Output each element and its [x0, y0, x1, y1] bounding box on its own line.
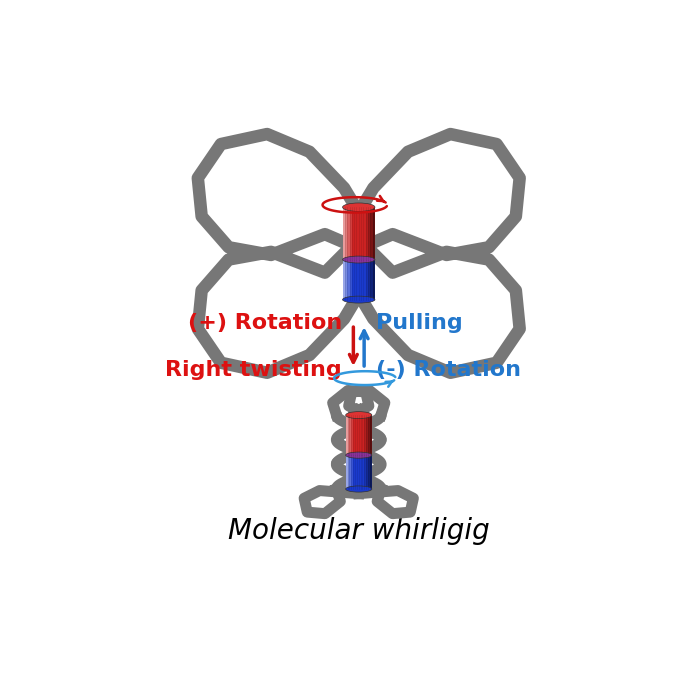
Bar	[370, 415, 372, 455]
Bar	[345, 207, 347, 260]
Bar	[358, 455, 361, 489]
Bar	[342, 260, 375, 300]
Bar	[347, 207, 349, 260]
Ellipse shape	[346, 452, 372, 458]
Bar	[347, 455, 349, 489]
Bar	[363, 260, 365, 300]
Ellipse shape	[346, 412, 372, 419]
Ellipse shape	[342, 203, 375, 211]
Bar	[345, 260, 347, 300]
Bar	[351, 415, 353, 455]
Bar	[342, 207, 345, 260]
Ellipse shape	[346, 486, 372, 492]
Bar	[357, 455, 358, 489]
Bar	[366, 455, 368, 489]
Bar	[356, 260, 358, 300]
Bar	[366, 415, 368, 455]
Bar	[355, 415, 357, 455]
Bar	[361, 260, 363, 300]
Bar	[365, 207, 368, 260]
Bar	[365, 260, 368, 300]
Bar	[353, 415, 355, 455]
Bar	[346, 455, 372, 489]
Ellipse shape	[342, 256, 375, 263]
Bar	[356, 207, 358, 260]
Bar	[365, 415, 366, 455]
Bar	[360, 415, 363, 455]
Bar	[368, 207, 370, 260]
Bar	[349, 260, 352, 300]
Bar	[361, 207, 363, 260]
Bar	[347, 260, 349, 300]
Bar	[363, 207, 365, 260]
Bar	[349, 207, 352, 260]
Bar	[360, 455, 363, 489]
Bar	[368, 415, 370, 455]
Bar	[353, 455, 355, 489]
Bar	[352, 207, 354, 260]
Bar	[363, 455, 365, 489]
Bar	[349, 455, 351, 489]
Bar	[347, 415, 349, 455]
Bar	[354, 207, 356, 260]
Bar	[370, 207, 372, 260]
Bar	[368, 455, 370, 489]
Text: Right twisting: Right twisting	[165, 360, 342, 380]
Bar	[342, 260, 345, 300]
Ellipse shape	[342, 296, 375, 303]
Bar	[358, 207, 361, 260]
Bar	[351, 455, 353, 489]
Text: (+) Rotation: (+) Rotation	[188, 313, 342, 332]
Bar	[363, 415, 365, 455]
Bar	[352, 260, 354, 300]
Text: Pulling: Pulling	[376, 313, 463, 332]
Bar	[346, 415, 347, 455]
Bar	[370, 455, 372, 489]
Bar	[346, 415, 372, 455]
Bar	[368, 260, 370, 300]
Bar	[372, 207, 375, 260]
Bar	[372, 260, 375, 300]
Bar	[349, 415, 351, 455]
Bar	[355, 455, 357, 489]
Text: Molecular whirligig: Molecular whirligig	[228, 517, 489, 545]
Bar	[370, 260, 372, 300]
Bar	[346, 455, 347, 489]
Bar	[365, 455, 366, 489]
Bar	[342, 207, 375, 260]
Bar	[358, 260, 361, 300]
Bar	[357, 415, 358, 455]
Bar	[354, 260, 356, 300]
Bar	[358, 415, 361, 455]
Text: (-) Rotation: (-) Rotation	[376, 360, 521, 380]
